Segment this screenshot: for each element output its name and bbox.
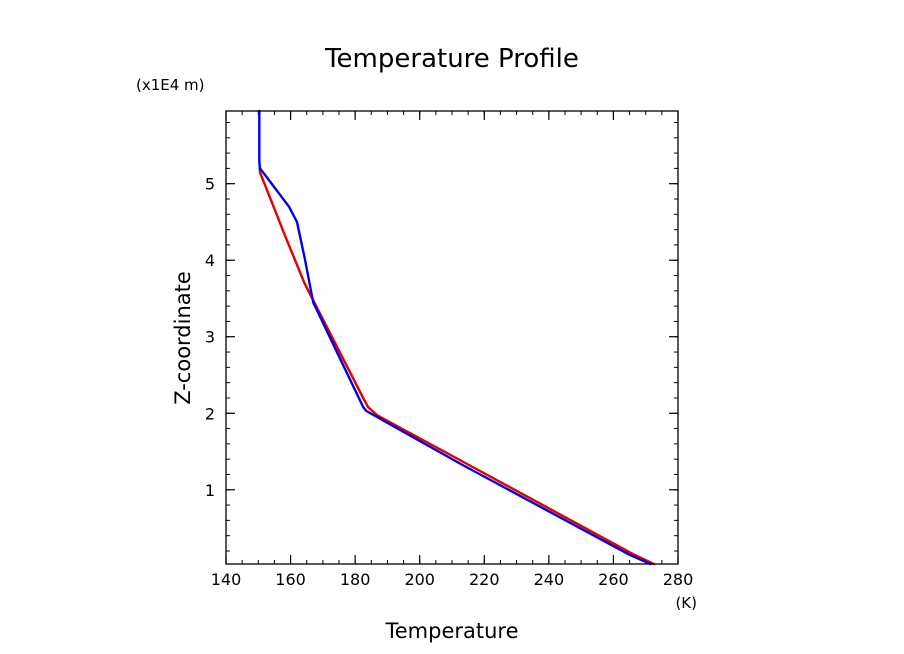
y-tick-label: 5 <box>205 175 215 194</box>
minor-ticks <box>225 111 679 564</box>
y-axis-label: Z-coordinate <box>171 271 195 405</box>
chart-title: Temperature Profile <box>324 44 579 74</box>
plot-frame <box>225 110 679 565</box>
y-tick-label: 2 <box>205 404 215 423</box>
series-line-1 <box>258 167 655 566</box>
series-line-2 <box>258 109 652 566</box>
x-tick-label: 220 <box>469 570 500 589</box>
x-tick-label: 240 <box>534 570 565 589</box>
y-axis-unit: (x1E4 m) <box>136 76 205 94</box>
series-layer <box>258 109 655 566</box>
x-tick-label: 160 <box>275 570 306 589</box>
x-axis-unit: (K) <box>675 594 697 612</box>
y-tick-label: 1 <box>205 481 215 500</box>
x-tick-label: 140 <box>211 570 242 589</box>
x-axis-label: Temperature <box>384 619 518 643</box>
x-tick-label: 260 <box>598 570 629 589</box>
y-tick-label: 4 <box>205 251 215 270</box>
x-tick-label: 280 <box>663 570 694 589</box>
x-tick-label: 180 <box>340 570 371 589</box>
x-tick-label: 200 <box>404 570 435 589</box>
tick-layer: 140 160 180 200 220 240 260 280 1 2 3 4 5 <box>205 111 693 589</box>
y-tick-label: 3 <box>205 328 215 347</box>
